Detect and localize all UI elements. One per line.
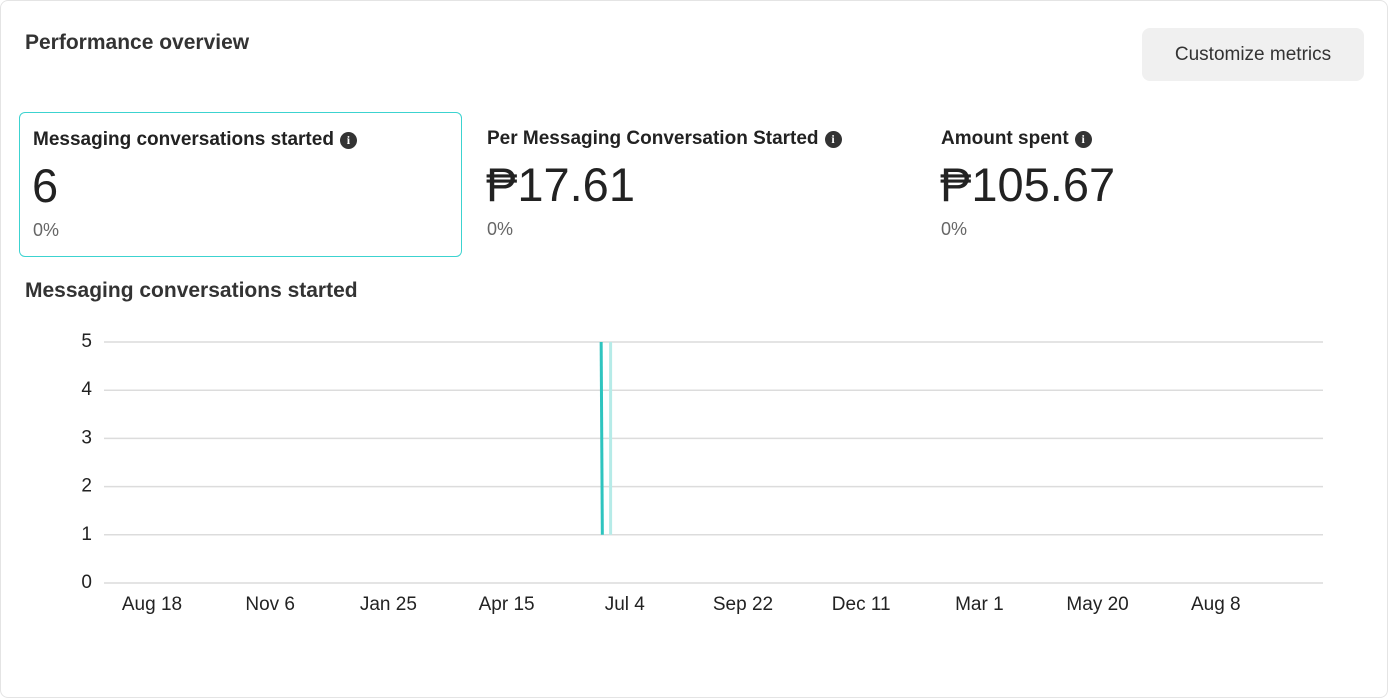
info-icon[interactable]: i <box>339 132 357 149</box>
metric-label: Amount spent <box>941 128 1069 149</box>
x-tick-label: Dec 11 <box>832 594 891 615</box>
y-tick-label: 5 <box>81 331 92 352</box>
metric-change: 0% <box>33 220 60 240</box>
metric-card[interactable]: Messaging conversations started i 6 0% <box>19 112 462 257</box>
metric-change: 0% <box>941 219 968 239</box>
metric-value: ₱105.67 <box>940 158 1116 211</box>
x-tick-label: Nov 6 <box>245 594 295 615</box>
x-tick-label: Jan 25 <box>360 594 417 615</box>
metric-label: Messaging conversations started <box>33 129 334 150</box>
customize-button[interactable]: Customize metrics <box>1142 28 1364 81</box>
chart-title: Messaging conversations started <box>25 279 358 302</box>
x-tick-label: Sep 22 <box>713 594 773 615</box>
metric-label-row: Amount spent i <box>941 128 1092 150</box>
x-tick-label: Apr 15 <box>479 594 535 615</box>
series-line <box>599 341 604 535</box>
x-tick-label: Aug 8 <box>1191 594 1241 615</box>
panel-title: Performance overview <box>25 31 250 54</box>
y-tick-label: 1 <box>81 524 92 545</box>
metric-card[interactable]: Amount spent i ₱105.67 0% <box>928 112 1371 257</box>
metric-label: Per Messaging Conversation Started <box>487 128 819 149</box>
info-icon[interactable]: i <box>1074 131 1092 148</box>
x-tick-label: Aug 18 <box>122 594 182 615</box>
metric-value: ₱17.61 <box>486 158 635 211</box>
metric-card[interactable]: Per Messaging Conversation Started i ₱17.… <box>474 112 917 257</box>
y-tick-label: 4 <box>81 379 92 400</box>
metric-value: 6 <box>32 159 59 212</box>
x-tick-label: Mar 1 <box>955 594 1004 615</box>
x-tick-label: May 20 <box>1066 594 1128 615</box>
y-tick-label: 0 <box>81 572 92 593</box>
y-tick-label: 2 <box>81 476 92 497</box>
y-tick-label: 3 <box>81 427 92 448</box>
metric-label-row: Messaging conversations started i <box>33 129 357 151</box>
info-icon[interactable]: i <box>824 131 842 148</box>
metric-change: 0% <box>487 219 514 239</box>
metric-label-row: Per Messaging Conversation Started i <box>487 128 842 150</box>
x-tick-label: Jul 4 <box>605 594 646 615</box>
